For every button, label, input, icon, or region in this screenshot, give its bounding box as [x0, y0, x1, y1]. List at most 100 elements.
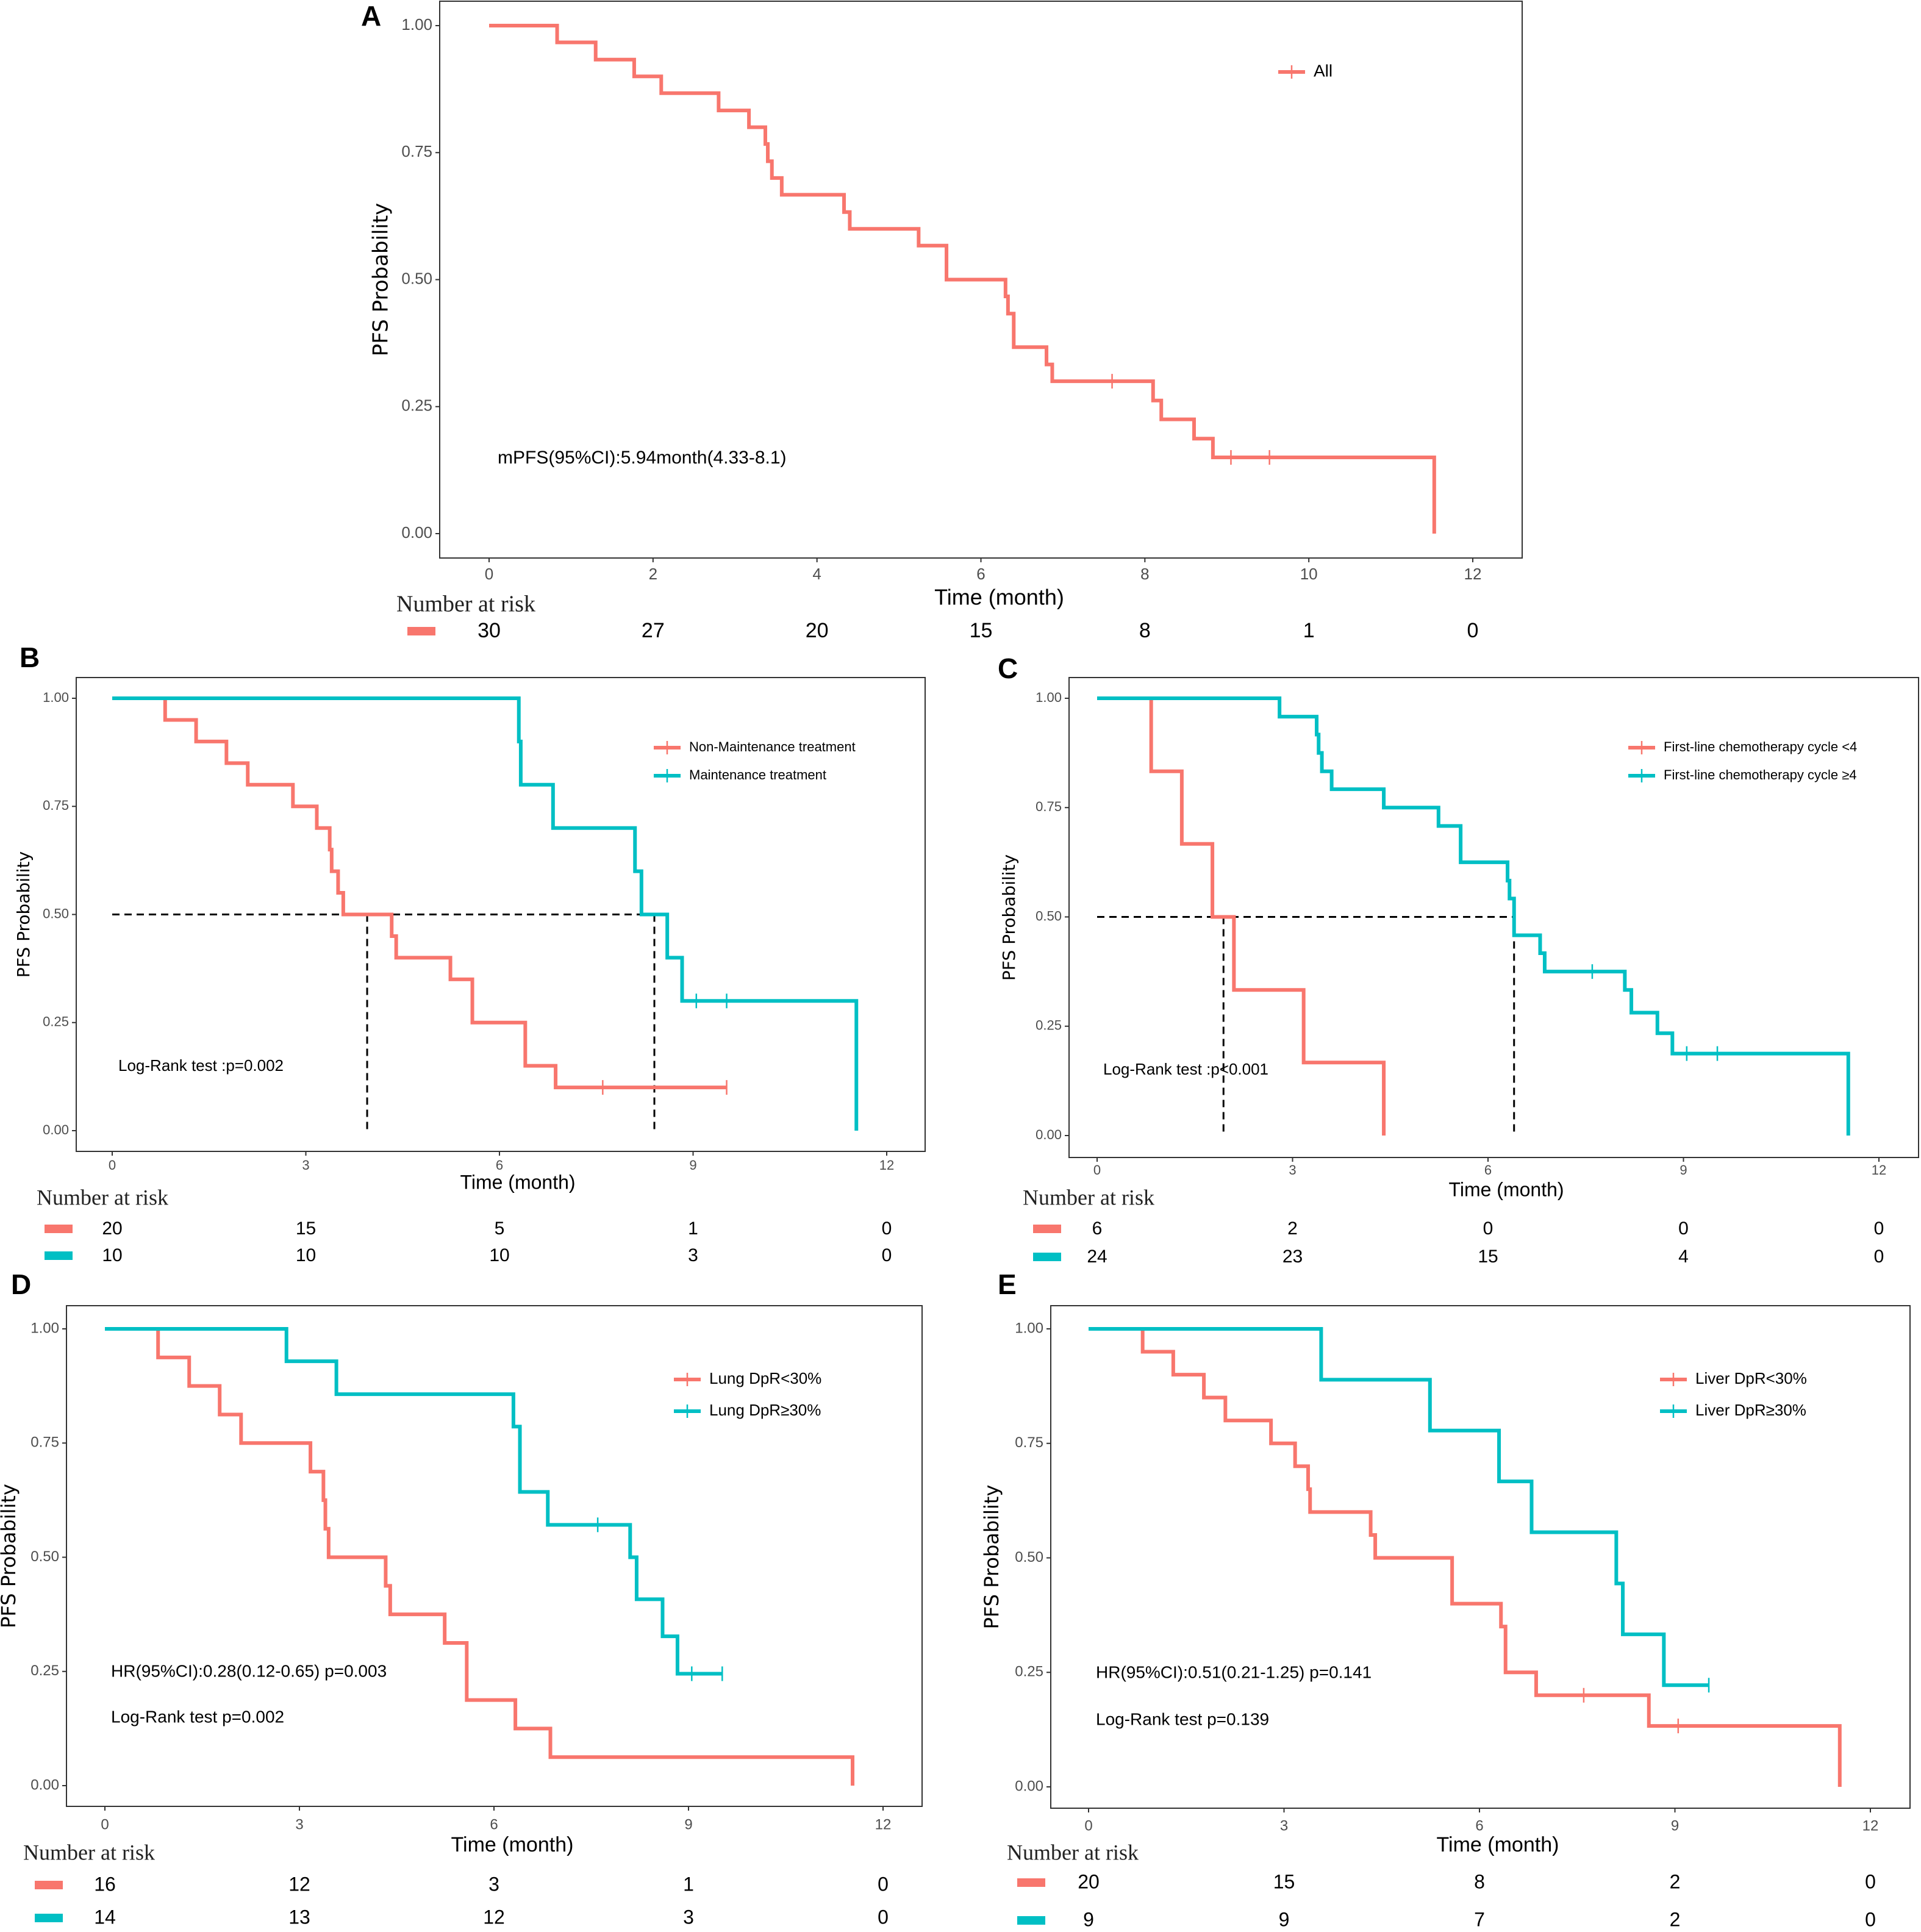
risk-count: 9 [1279, 1908, 1290, 1930]
risk-count: 1 [688, 1218, 698, 1239]
legend-label: Non-Maintenance treatment [689, 739, 856, 754]
risk-count: 10 [489, 1245, 509, 1265]
risk-row-swatch [1017, 1916, 1045, 1925]
risk-count: 8 [1139, 619, 1151, 642]
x-tick-label: 9 [1680, 1162, 1687, 1178]
x-tick-label: 9 [684, 1816, 692, 1833]
risk-count: 15 [1478, 1247, 1498, 1267]
risk-count: 10 [102, 1245, 122, 1265]
survival-curve-2 [105, 1327, 723, 1676]
risk-table-title: Number at risk [1007, 1840, 1139, 1864]
risk-count: 12 [483, 1906, 505, 1928]
x-tick-label: 9 [689, 1157, 696, 1173]
y-tick-label: 0.75 [30, 1434, 59, 1451]
survival-curve-2 [1097, 696, 1850, 1136]
survival-curve-1 [112, 696, 727, 1090]
y-axis-label: PFS Probability [369, 203, 393, 357]
x-tick-label: 0 [485, 565, 493, 583]
x-axis-label: Time (month) [451, 1833, 574, 1856]
plot-frame-D [66, 1305, 923, 1807]
risk-count: 20 [1078, 1870, 1100, 1892]
x-tick-label: 10 [1300, 565, 1318, 583]
risk-count: 0 [1467, 619, 1479, 642]
risk-count: 7 [1474, 1908, 1485, 1930]
y-tick-label: 1.00 [401, 15, 432, 34]
survival-curve-1 [1097, 696, 1386, 1136]
legend-label: Lung DpR≥30% [709, 1401, 821, 1419]
y-axis-label: PFS Probability [980, 1485, 1003, 1630]
risk-row-swatch [45, 1225, 73, 1233]
x-tick-label: 6 [976, 565, 985, 583]
y-tick-label: 0.75 [1015, 1434, 1043, 1451]
x-tick-label: 6 [1484, 1162, 1492, 1178]
risk-row-swatch [1033, 1253, 1061, 1261]
risk-count: 0 [1483, 1218, 1494, 1239]
legend-label: Lung DpR<30% [709, 1369, 821, 1387]
risk-row-swatch [35, 1914, 63, 1922]
y-tick-label: 0.25 [401, 396, 432, 415]
risk-count: 0 [1874, 1218, 1884, 1239]
risk-count: 0 [1874, 1247, 1884, 1267]
y-tick-label: 0.50 [43, 906, 69, 921]
risk-count: 0 [1865, 1908, 1876, 1930]
legend-label: Liver DpR<30% [1695, 1369, 1807, 1387]
risk-count: 4 [1678, 1247, 1689, 1267]
y-tick-label: 0.50 [30, 1548, 59, 1565]
x-tick-label: 0 [109, 1157, 116, 1173]
annotation-text: HR(95%CI):0.51(0.21-1.25) p=0.141 [1096, 1662, 1372, 1681]
annotation-text: HR(95%CI):0.28(0.12-0.65) p=0.003 [111, 1661, 387, 1680]
risk-table-title: Number at risk [37, 1185, 168, 1209]
legend-label: Liver DpR≥30% [1695, 1401, 1806, 1419]
risk-table-title: Number at risk [1023, 1185, 1154, 1209]
y-tick-label: 0.50 [401, 269, 432, 287]
risk-count: 20 [806, 619, 829, 642]
x-tick-label: 12 [875, 1816, 892, 1833]
y-tick-label: 0.25 [1036, 1018, 1062, 1033]
x-tick-label: 12 [1464, 565, 1482, 583]
x-tick-label: 6 [1475, 1817, 1483, 1834]
y-tick-label: 0.50 [1015, 1549, 1043, 1565]
risk-count: 0 [882, 1218, 892, 1239]
x-tick-label: 0 [1093, 1162, 1101, 1178]
risk-count: 15 [296, 1218, 316, 1239]
risk-count: 30 [478, 619, 501, 642]
risk-count: 5 [495, 1218, 505, 1239]
risk-count: 13 [288, 1906, 310, 1928]
x-tick-label: 2 [649, 565, 657, 583]
y-tick-label: 0.00 [1015, 1778, 1043, 1794]
risk-count: 2 [1670, 1870, 1681, 1892]
risk-count: 3 [488, 1873, 499, 1895]
x-tick-label: 6 [490, 1816, 498, 1833]
y-tick-label: 0.00 [1036, 1127, 1062, 1142]
y-tick-label: 1.00 [43, 690, 69, 705]
risk-count: 1 [683, 1873, 694, 1895]
x-tick-label: 8 [1140, 565, 1149, 583]
legend-label: All [1314, 61, 1333, 80]
risk-count: 3 [683, 1906, 694, 1928]
risk-count: 12 [288, 1873, 310, 1895]
y-tick-label: 0.00 [30, 1776, 59, 1793]
panel-letter: E [998, 1268, 1017, 1300]
x-tick-label: 12 [1862, 1817, 1879, 1834]
risk-count: 0 [878, 1906, 889, 1928]
risk-count: 9 [1083, 1908, 1094, 1930]
x-axis-label: Time (month) [460, 1171, 575, 1193]
x-tick-label: 3 [295, 1816, 303, 1833]
y-tick-label: 1.00 [1036, 690, 1062, 705]
risk-count: 16 [94, 1873, 116, 1895]
y-tick-label: 0.00 [43, 1122, 69, 1137]
risk-count: 15 [1273, 1870, 1295, 1892]
y-tick-label: 0.50 [1036, 908, 1062, 923]
x-tick-label: 12 [1872, 1162, 1886, 1178]
plot-frame-B [76, 677, 926, 1152]
risk-count: 1 [1303, 619, 1315, 642]
y-tick-label: 1.00 [30, 1320, 59, 1336]
risk-count: 2 [1670, 1908, 1681, 1930]
annotation-text: mPFS(95%CI):5.94month(4.33-8.1) [498, 448, 787, 468]
panel-letter: A [361, 0, 381, 32]
panel-letter: B [20, 642, 40, 673]
y-tick-label: 0.00 [401, 523, 432, 542]
y-tick-label: 0.25 [30, 1662, 59, 1679]
survival-curve-2 [1089, 1327, 1709, 1687]
risk-row-swatch [407, 627, 435, 635]
